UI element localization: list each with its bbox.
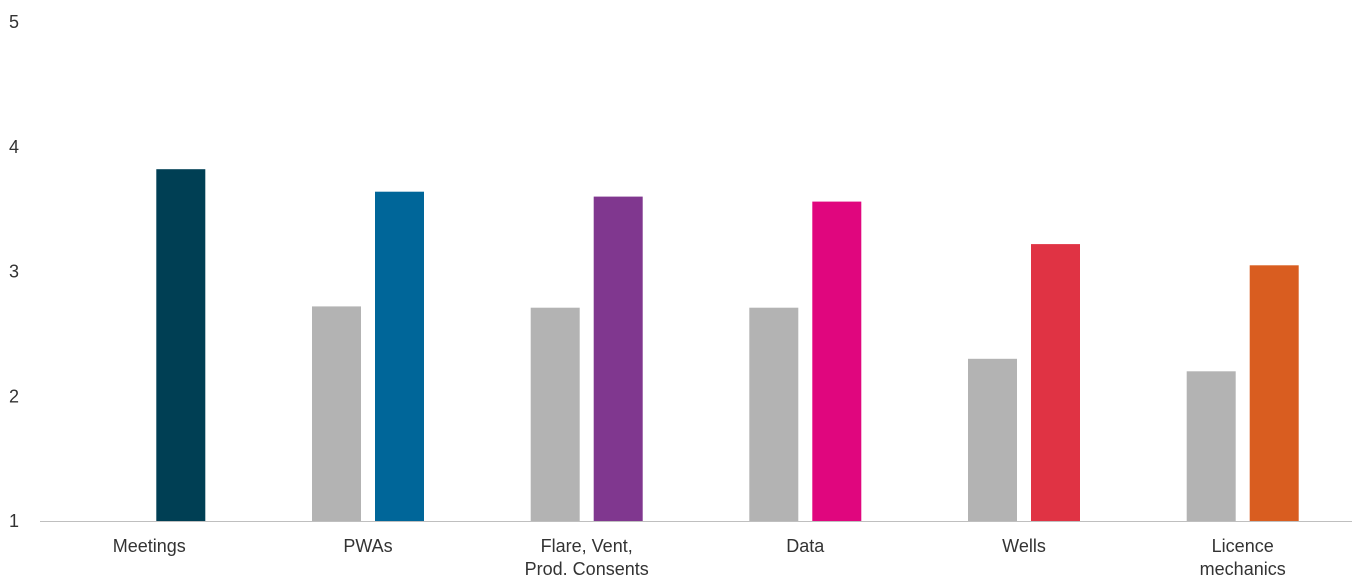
bar [1186, 371, 1236, 521]
x-tick-label: PWAs [343, 536, 392, 556]
x-tick-label: mechanics [1200, 559, 1286, 579]
y-tick-label: 2 [9, 386, 19, 406]
bar [375, 191, 424, 521]
x-tick-label: Prod. Consents [525, 559, 649, 579]
bar [156, 169, 206, 521]
bar [968, 358, 1017, 521]
x-tick-label: Wells [1002, 536, 1046, 556]
bar [530, 307, 580, 521]
y-tick-label: 1 [9, 511, 19, 531]
x-tick-label: Data [786, 536, 825, 556]
x-tick-label: Meetings [113, 536, 186, 556]
bar [1249, 265, 1299, 521]
y-tick-label: 3 [9, 262, 19, 282]
y-tick-label: 5 [9, 12, 19, 32]
bar [593, 196, 643, 521]
y-tick-label: 4 [9, 137, 19, 157]
bar [749, 307, 799, 521]
bar [1031, 244, 1080, 521]
bars [156, 169, 1299, 521]
bar [812, 201, 862, 521]
x-tick-label: Licence [1212, 536, 1274, 556]
bar [312, 306, 361, 521]
x-axis: Meetings PWAs Flare, Vent, Prod. Consents Da… [113, 536, 1286, 579]
y-axis: 1 2 3 4 5 [9, 12, 19, 531]
x-tick-label: Flare, Vent, [541, 536, 633, 556]
